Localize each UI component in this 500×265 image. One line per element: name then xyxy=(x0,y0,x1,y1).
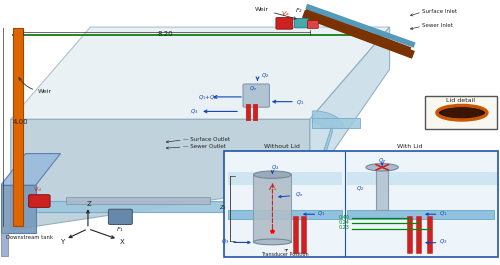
Text: $Q_2$: $Q_2$ xyxy=(261,72,270,80)
Polygon shape xyxy=(347,210,494,219)
Text: Y: Y xyxy=(60,239,64,245)
Text: $Q_e$: $Q_e$ xyxy=(295,190,304,199)
FancyBboxPatch shape xyxy=(28,195,50,207)
Text: $Q_1$: $Q_1$ xyxy=(318,209,326,218)
Text: $Z_2$: $Z_2$ xyxy=(218,203,226,212)
Polygon shape xyxy=(312,125,332,196)
Text: $Q_3$: $Q_3$ xyxy=(190,108,198,116)
Polygon shape xyxy=(228,172,342,185)
Text: $Q_3$: $Q_3$ xyxy=(220,237,229,246)
Text: Transducer Position: Transducer Position xyxy=(261,252,308,257)
Text: Weir: Weir xyxy=(255,7,296,19)
Text: 8.20: 8.20 xyxy=(158,31,173,37)
FancyBboxPatch shape xyxy=(424,96,497,129)
FancyBboxPatch shape xyxy=(243,84,270,107)
Text: $Q_1$+$Q_2$: $Q_1$+$Q_2$ xyxy=(198,93,218,102)
Text: $F_2$: $F_2$ xyxy=(295,6,303,15)
Text: 0.24: 0.24 xyxy=(339,220,349,225)
Text: With Lid: With Lid xyxy=(397,144,422,149)
Text: $Q_2$: $Q_2$ xyxy=(270,164,279,173)
Polygon shape xyxy=(13,28,23,226)
Ellipse shape xyxy=(254,171,292,178)
Text: $V_a$: $V_a$ xyxy=(280,10,289,18)
Polygon shape xyxy=(284,179,315,196)
Text: X: X xyxy=(120,239,124,245)
Text: — Sewer Outlet: — Sewer Outlet xyxy=(182,144,226,149)
Text: Z: Z xyxy=(86,201,92,207)
Polygon shape xyxy=(66,197,210,204)
Text: $V_d$: $V_d$ xyxy=(33,185,42,194)
Text: Weir: Weir xyxy=(19,78,52,94)
Text: 4.00: 4.00 xyxy=(13,119,29,125)
Text: Surface Inlet: Surface Inlet xyxy=(422,9,457,14)
FancyBboxPatch shape xyxy=(294,18,308,28)
Text: 0.23: 0.23 xyxy=(339,226,349,231)
Ellipse shape xyxy=(254,239,292,245)
Text: $Q_1$: $Q_1$ xyxy=(440,209,448,218)
Text: — Surface Outlet: — Surface Outlet xyxy=(182,136,230,142)
Text: Lid detail: Lid detail xyxy=(446,98,475,103)
Polygon shape xyxy=(312,111,343,127)
Polygon shape xyxy=(0,154,60,185)
Polygon shape xyxy=(254,175,292,242)
Polygon shape xyxy=(228,210,342,219)
Polygon shape xyxy=(10,119,310,230)
Polygon shape xyxy=(10,27,390,119)
Text: $Q_3$: $Q_3$ xyxy=(440,237,448,246)
Text: $Q_e$: $Q_e$ xyxy=(248,85,257,93)
Polygon shape xyxy=(310,27,390,185)
Polygon shape xyxy=(0,185,35,233)
Ellipse shape xyxy=(442,107,482,118)
Text: Downstream tank: Downstream tank xyxy=(6,235,52,240)
Text: Without Lid: Without Lid xyxy=(264,144,300,149)
Polygon shape xyxy=(36,201,300,212)
Text: 0.40: 0.40 xyxy=(339,215,349,220)
Text: $Q_e$: $Q_e$ xyxy=(378,156,386,165)
Polygon shape xyxy=(347,172,497,185)
FancyBboxPatch shape xyxy=(108,209,132,224)
Text: Sewer Inlet: Sewer Inlet xyxy=(422,23,453,28)
Ellipse shape xyxy=(366,164,398,171)
Text: $F_1$: $F_1$ xyxy=(116,226,124,235)
Polygon shape xyxy=(312,118,360,128)
FancyBboxPatch shape xyxy=(376,169,388,210)
FancyBboxPatch shape xyxy=(276,17,293,29)
FancyBboxPatch shape xyxy=(308,20,318,28)
Text: $Q_2$: $Q_2$ xyxy=(356,184,364,193)
Text: $Q_1$: $Q_1$ xyxy=(296,98,305,107)
FancyBboxPatch shape xyxy=(224,152,498,257)
Ellipse shape xyxy=(437,105,487,120)
Polygon shape xyxy=(0,233,8,257)
